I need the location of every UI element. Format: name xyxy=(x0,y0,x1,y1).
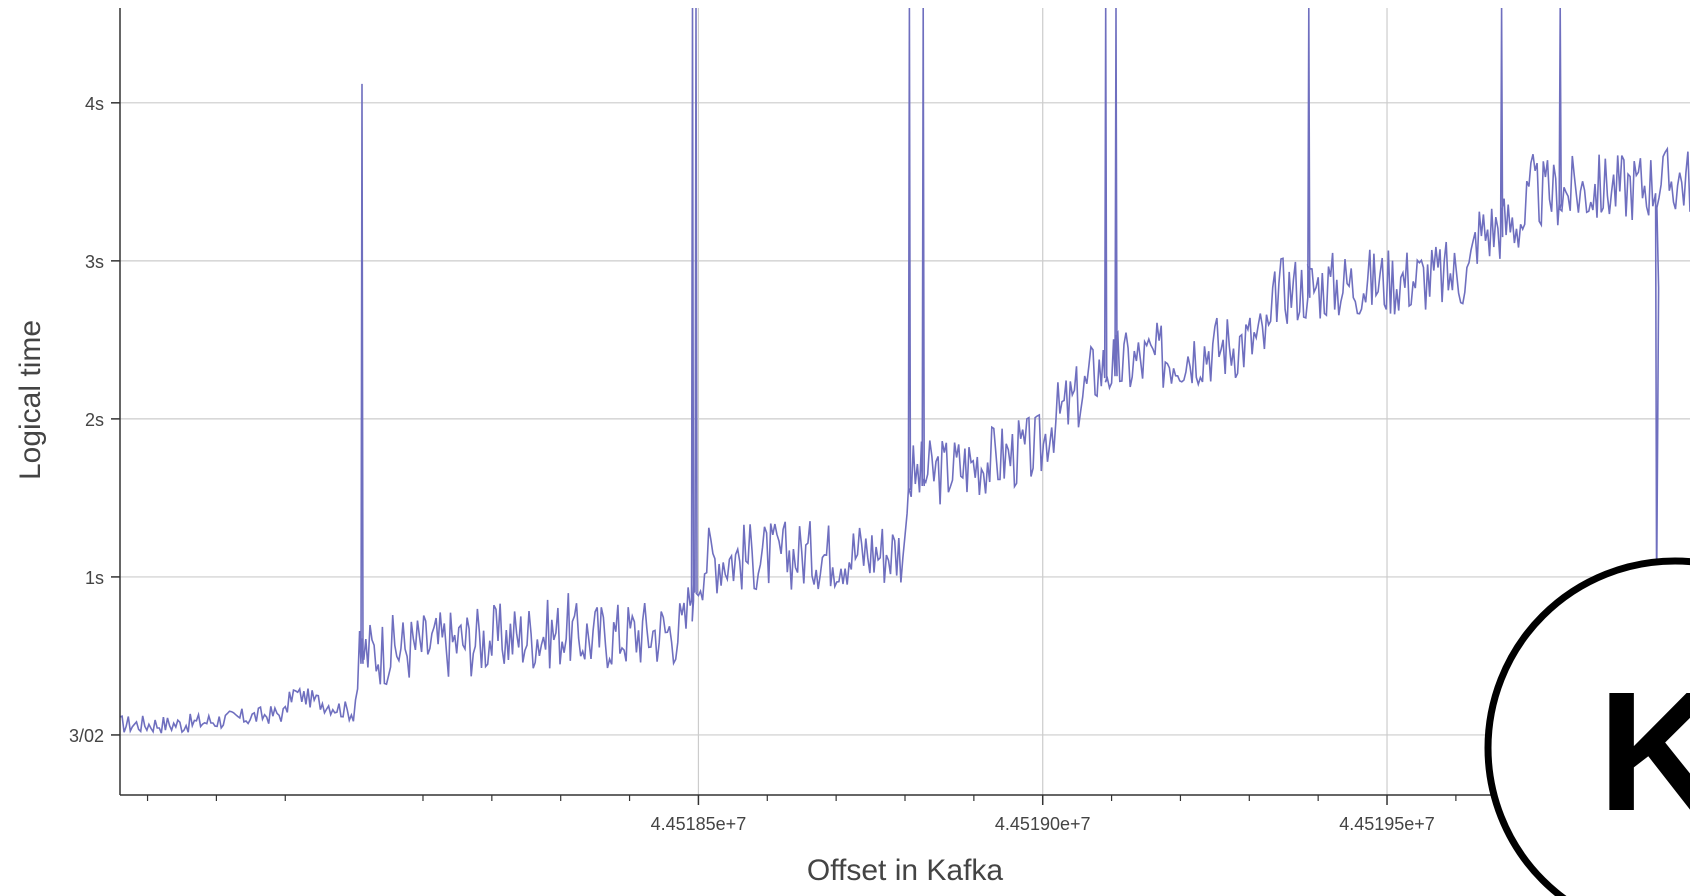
x-tick-label: 4.45195e+7 xyxy=(1339,814,1435,834)
y-tick-label: 3s xyxy=(85,252,104,272)
y-axis-title: Logical time xyxy=(14,320,47,480)
x-axis-title: Offset in Kafka xyxy=(807,854,1004,887)
y-tick-label: 1s xyxy=(85,568,104,588)
x-tick-label: 4.45190e+7 xyxy=(995,814,1091,834)
x-tick-label: 4.45185e+7 xyxy=(651,814,747,834)
logo-letter: K xyxy=(1598,657,1690,847)
series-line xyxy=(120,8,1690,734)
axes: 3/02 1s 2s 3s 4s 4.45185e+7 4.45190e+7 4.45195e… xyxy=(69,8,1690,834)
series-layer xyxy=(120,8,1690,734)
y-tick-label: 4s xyxy=(85,94,104,114)
grid xyxy=(120,8,1690,795)
y-tick-label: 2s xyxy=(85,410,104,430)
y-tick-label: 3/02 xyxy=(69,726,104,746)
k-logo: K xyxy=(1484,557,1690,896)
